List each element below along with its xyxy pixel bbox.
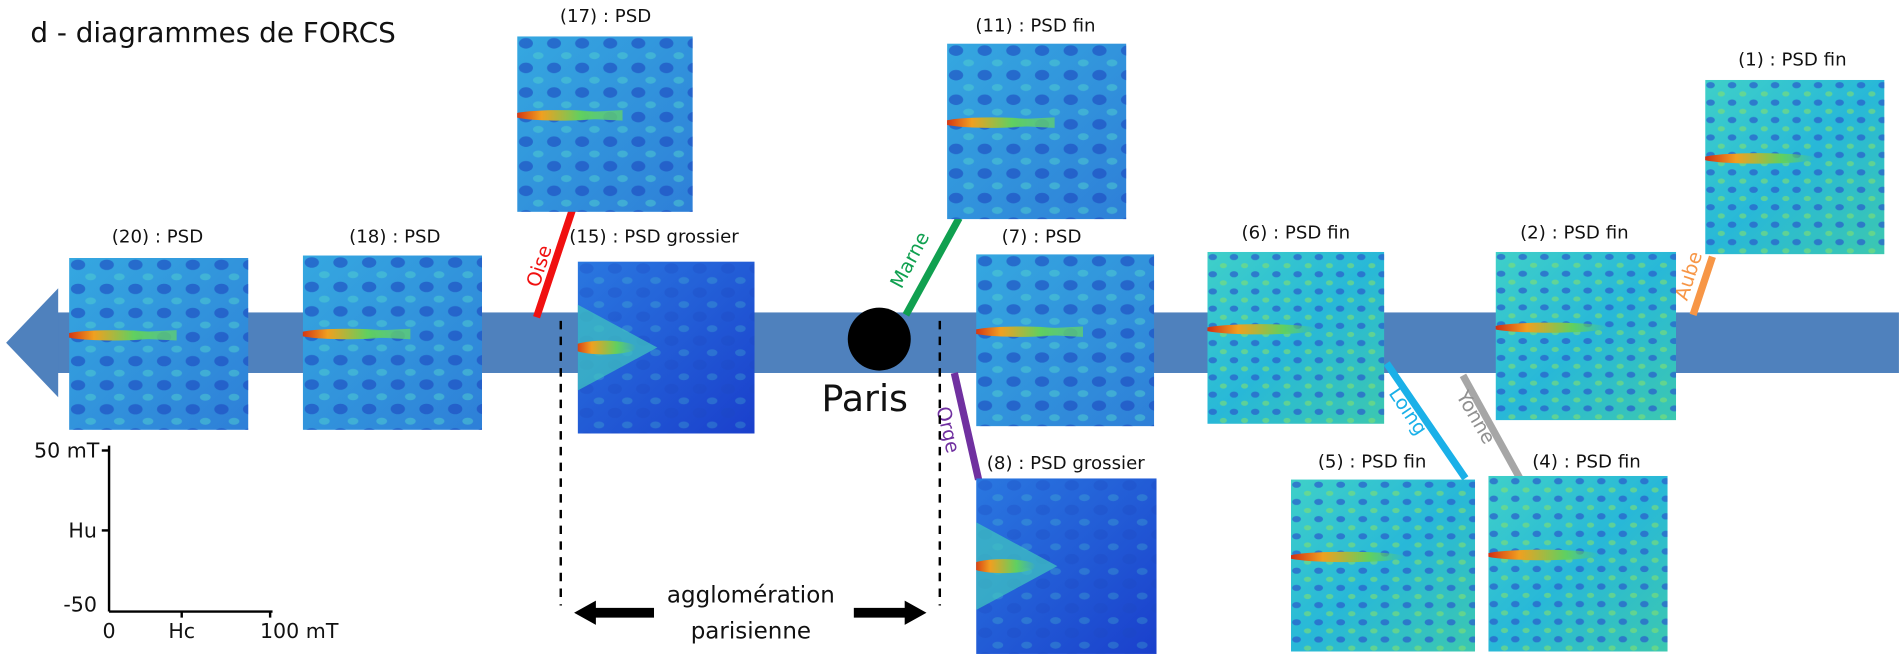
- panel-label: (2) : PSD fin: [1520, 223, 1629, 244]
- panel-label: (5) : PSD fin: [1318, 452, 1427, 473]
- arrow-left: [574, 600, 655, 625]
- forc-image: [577, 261, 755, 434]
- scale-label: Hc: [168, 619, 195, 643]
- scale-label: 0: [103, 619, 116, 643]
- title: d - diagrammes de FORCS: [30, 16, 395, 49]
- forc-image: [69, 257, 249, 430]
- city-marker: [847, 307, 911, 371]
- tributary: [1689, 255, 1716, 317]
- panel-label: (6) : PSD fin: [1242, 223, 1351, 244]
- panel-label: (8) : PSD grossier: [987, 453, 1145, 474]
- scale-label: 100 mT: [260, 619, 339, 643]
- forc-image: [1488, 475, 1668, 652]
- arrow-head: [6, 288, 59, 398]
- forc-image: [1705, 79, 1885, 255]
- river-label: Loing: [1384, 383, 1432, 439]
- scale-label: -50: [63, 593, 97, 617]
- tributary: [1383, 361, 1469, 481]
- panel-label: (20) : PSD: [112, 226, 203, 247]
- panels: (20) : PSD (18) : PSD (17) : PSD (15) : …: [69, 6, 1885, 654]
- tributary: [533, 207, 577, 319]
- panel-label: (11) : PSD fin: [975, 16, 1095, 37]
- panel-label: (17) : PSD: [560, 6, 651, 27]
- arrow-right: [853, 600, 927, 625]
- agglomeration-label: agglomération: [667, 582, 835, 608]
- panel-label: (4) : PSD fin: [1532, 452, 1641, 473]
- scale-label: Hu: [68, 519, 97, 543]
- forc-image: [517, 36, 693, 212]
- agglomeration-label: parisienne: [691, 619, 811, 645]
- forc-image: [1495, 251, 1677, 421]
- forc-image: [1207, 251, 1385, 424]
- city-label: Paris: [821, 377, 908, 420]
- panel-label: (18) : PSD: [349, 226, 440, 247]
- forc-image: [1291, 479, 1476, 652]
- forc-image: [976, 478, 1157, 654]
- tributary: [902, 216, 963, 317]
- forc-image: [947, 43, 1127, 220]
- scale-axes: [101, 445, 273, 618]
- forc-image: [976, 254, 1155, 427]
- river-label: Yonne: [1451, 386, 1500, 448]
- forc-image: [302, 255, 483, 430]
- panel-label: (15) : PSD grossier: [569, 226, 739, 247]
- scale-label: 50 mT: [34, 439, 100, 463]
- panel-label: (1) : PSD fin: [1738, 50, 1847, 71]
- tributary: [1459, 373, 1524, 481]
- panel-label: (7) : PSD: [1002, 226, 1082, 247]
- tributary: [950, 372, 983, 481]
